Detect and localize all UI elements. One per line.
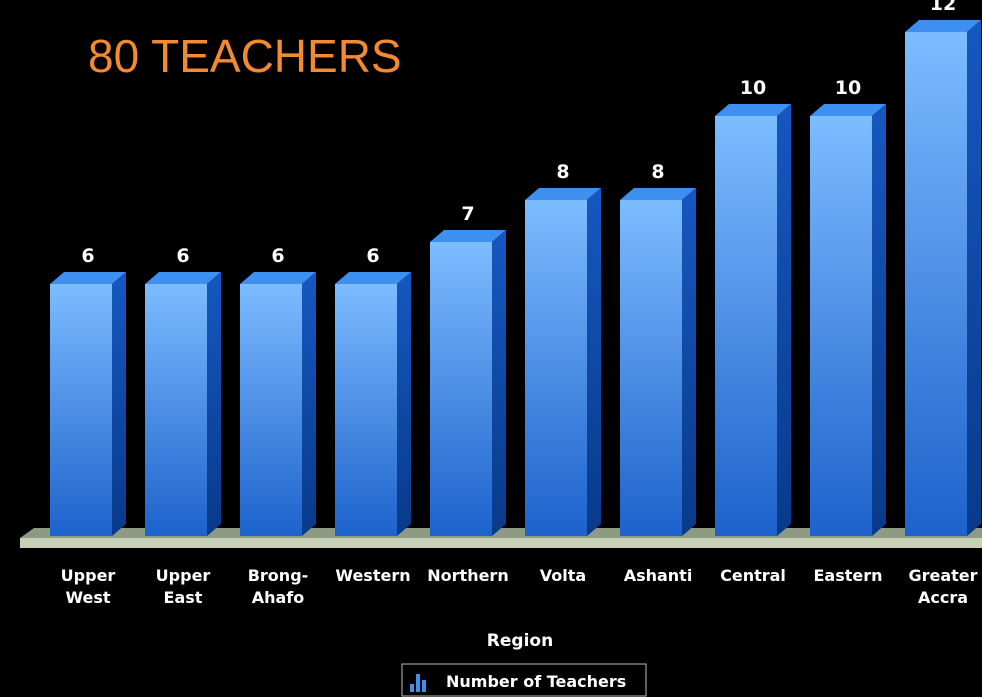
bar — [715, 116, 777, 536]
bar — [620, 200, 682, 536]
bar-top — [525, 188, 601, 200]
bar-side — [587, 188, 601, 536]
x-tick-label: Upper East — [155, 566, 211, 607]
bar-side — [302, 272, 316, 536]
value-label: 6 — [366, 245, 379, 267]
bar-side — [682, 188, 696, 536]
x-tick-label: Brong-Ahafo — [247, 566, 309, 607]
bar-side — [777, 104, 791, 536]
value-label: 8 — [651, 161, 664, 183]
bar — [145, 284, 207, 536]
bar-top — [145, 272, 221, 284]
bar-top — [905, 20, 981, 32]
value-label: 10 — [740, 77, 766, 99]
value-label: 6 — [176, 245, 189, 267]
bar-side — [872, 104, 886, 536]
bar-top — [50, 272, 126, 284]
value-label: 12 — [930, 0, 956, 15]
x-tick-label: Ashanti — [623, 566, 693, 585]
chart-title: 80 TEACHERS — [88, 30, 402, 82]
bar — [335, 284, 397, 536]
legend-icon — [422, 680, 426, 692]
bar-side — [207, 272, 221, 536]
bar-top — [715, 104, 791, 116]
bar-side — [397, 272, 411, 536]
bar — [240, 284, 302, 536]
x-tick-label: Central — [720, 566, 786, 585]
value-label: 6 — [81, 245, 94, 267]
bar-side — [967, 20, 981, 536]
x-axis-label: Region — [487, 631, 553, 651]
value-label: 8 — [556, 161, 569, 183]
bar — [525, 200, 587, 536]
x-tick-label: Upper West — [60, 566, 116, 607]
floor-front — [20, 538, 982, 548]
bar-side — [492, 230, 506, 536]
bar — [430, 242, 492, 536]
value-label: 7 — [461, 203, 474, 225]
bar-top — [240, 272, 316, 284]
x-tick-label: Western — [335, 566, 411, 585]
legend-icon — [416, 674, 420, 692]
legend-box — [401, 663, 647, 697]
x-tick-label: Eastern — [813, 566, 883, 585]
bar — [810, 116, 872, 536]
x-tick-label: Greater Accra — [908, 566, 978, 607]
bar — [50, 284, 112, 536]
bar-top — [335, 272, 411, 284]
x-tick-label: Northern — [427, 566, 509, 585]
x-tick-label: Volta — [539, 566, 587, 585]
bar-top — [620, 188, 696, 200]
legend-label: Number of Teachers — [446, 672, 626, 691]
bar-top — [810, 104, 886, 116]
legend-icon — [410, 684, 414, 692]
bar-top — [430, 230, 506, 242]
bar-side — [112, 272, 126, 536]
bar — [905, 32, 967, 536]
value-label: 10 — [835, 77, 861, 99]
value-label: 6 — [271, 245, 284, 267]
